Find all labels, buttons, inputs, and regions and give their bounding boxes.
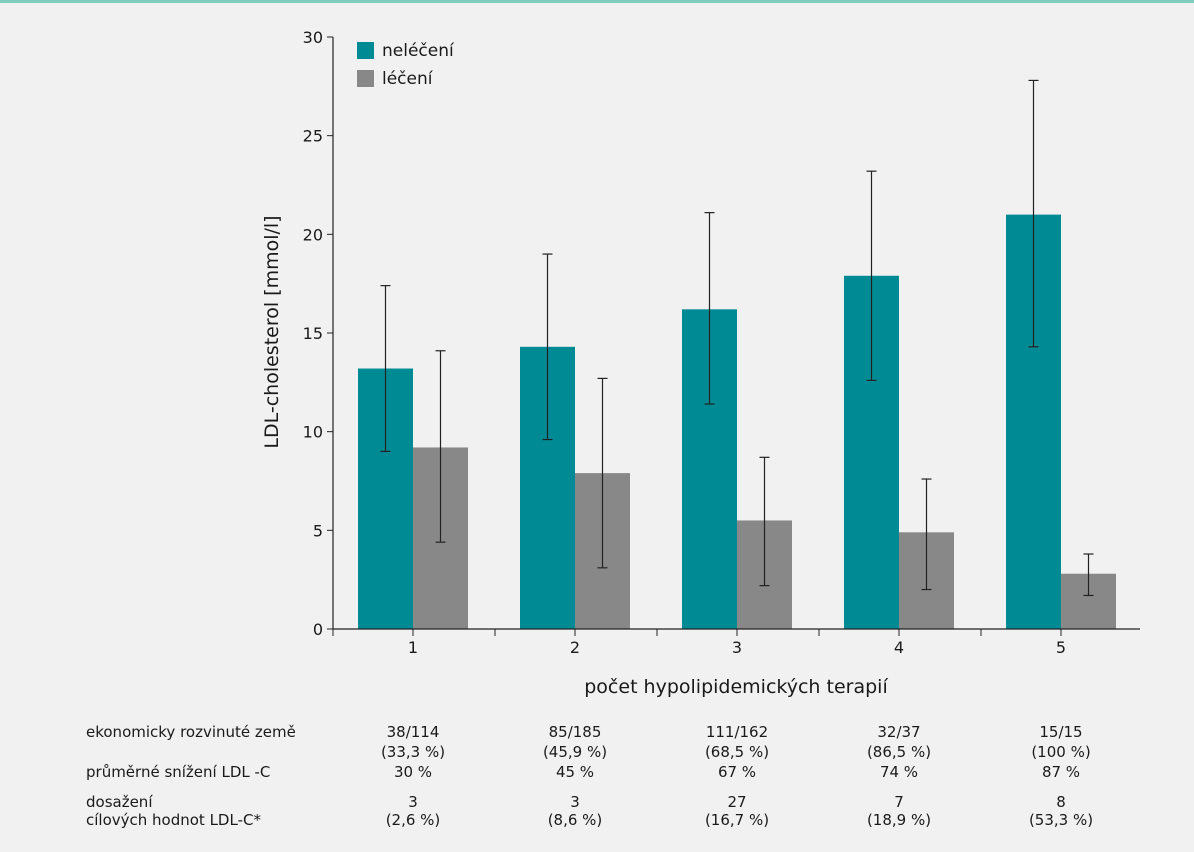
row-label-goal-line2: cílových hodnot LDL-C* xyxy=(86,811,261,829)
legend-label-neleceni: neléčení xyxy=(382,41,455,61)
goal-count-3: 27 xyxy=(727,793,747,811)
avg-reduction-1: 30 % xyxy=(393,763,433,781)
goal-count-2: 3 xyxy=(570,793,580,811)
goal-count-1: 3 xyxy=(408,793,418,811)
developed-count-2: 85/185 xyxy=(548,723,602,741)
y-tick-label-0: 0 xyxy=(313,620,323,639)
x-tick-label-3: 3 xyxy=(732,638,742,657)
row-label-developed-countries: ekonomicky rozvinuté země xyxy=(86,723,296,741)
goal-pct-1: (2,6 %) xyxy=(385,811,441,829)
error-bar-leceni-2 xyxy=(597,377,608,569)
goal-count-4: 7 xyxy=(894,793,904,811)
developed-pct-1: (33,3 %) xyxy=(380,743,446,761)
error-bar-leceni-4 xyxy=(921,478,932,591)
avg-reduction-3: 67 % xyxy=(717,763,757,781)
error-bar-leceni-1 xyxy=(435,350,446,543)
error-bars-layer xyxy=(380,79,1094,597)
developed-pct-2: (45,9 %) xyxy=(542,743,608,761)
goal-pct-2: (8,6 %) xyxy=(547,811,603,829)
avg-reduction-2: 45 % xyxy=(555,763,595,781)
error-bar-neleceni-3 xyxy=(704,212,715,405)
goal-count-5: 8 xyxy=(1056,793,1066,811)
y-axis-title: LDL-cholesterol [mmol/l] xyxy=(261,215,283,448)
goal-pct-3: (16,7 %) xyxy=(704,811,770,829)
bars-layer xyxy=(358,214,1116,629)
y-tick-label-15: 15 xyxy=(303,324,323,343)
x-tick-label-2: 2 xyxy=(570,638,580,657)
goal-pct-4: (18,9 %) xyxy=(866,811,932,829)
y-tick-label-30: 30 xyxy=(303,28,323,47)
error-bar-leceni-5 xyxy=(1083,553,1094,597)
x-tick-label-4: 4 xyxy=(894,638,904,657)
developed-count-1: 38/114 xyxy=(386,723,440,741)
legend-swatch-neleceni xyxy=(357,42,374,59)
summary-table: ekonomicky rozvinuté země průměrné sníže… xyxy=(0,720,1194,850)
error-bar-neleceni-1 xyxy=(380,285,391,452)
x-tick-label-5: 5 xyxy=(1056,638,1066,657)
developed-count-3: 111/162 xyxy=(705,723,769,741)
y-tick-label-5: 5 xyxy=(313,521,323,540)
row-label-avg-reduction: průměrné snížení LDL -C xyxy=(86,763,271,781)
developed-count-5: 15/15 xyxy=(1039,723,1083,741)
goal-pct-5: (53,3 %) xyxy=(1028,811,1094,829)
legend-label-leceni: léčení xyxy=(382,69,434,89)
error-bar-neleceni-5 xyxy=(1028,79,1039,348)
developed-pct-5: (100 %) xyxy=(1031,743,1091,761)
error-bar-leceni-3 xyxy=(759,456,770,587)
avg-reduction-4: 74 % xyxy=(879,763,919,781)
y-tick-label-10: 10 xyxy=(303,423,323,442)
legend-swatch-leceni xyxy=(357,70,374,87)
avg-reduction-5: 87 % xyxy=(1041,763,1081,781)
x-axis-title: počet hypolipidemických terapií xyxy=(584,676,888,698)
y-tick-label-25: 25 xyxy=(303,127,323,146)
top-accent-bar xyxy=(0,0,1194,3)
error-bar-neleceni-2 xyxy=(542,253,553,441)
developed-count-4: 32/37 xyxy=(877,723,921,741)
x-tick-label-1: 1 xyxy=(408,638,418,657)
axes-layer: 1 2 3 4 5 0 5 10 15 20 25 30 xyxy=(303,28,1140,657)
error-bar-neleceni-4 xyxy=(866,170,877,381)
y-tick-label-20: 20 xyxy=(303,225,323,244)
legend: neléčení léčení xyxy=(357,41,455,89)
ldl-bar-chart: 1 2 3 4 5 0 5 10 15 20 25 30 neléčení léčení počet … xyxy=(261,28,1140,698)
developed-pct-4: (86,5 %) xyxy=(866,743,932,761)
developed-pct-3: (68,5 %) xyxy=(704,743,770,761)
row-label-goal-line1: dosažení xyxy=(86,793,153,811)
